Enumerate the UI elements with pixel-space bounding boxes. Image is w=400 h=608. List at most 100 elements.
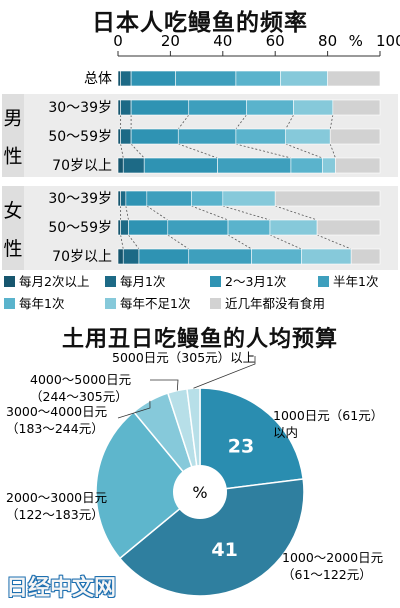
connector-line — [128, 234, 140, 250]
bar-segment — [350, 248, 381, 265]
legend-label: 近几年都没有食用 — [225, 296, 325, 311]
bar-segment — [167, 219, 229, 236]
pie-chart-title: 土用丑日吃鳗鱼的人均预算 — [61, 327, 338, 352]
bar-segment — [146, 190, 192, 207]
legend-label: 每年不足1次 — [120, 296, 190, 311]
legend-label: 每年1次 — [19, 296, 64, 311]
bar-segment — [117, 157, 124, 174]
bar-segment — [130, 128, 179, 145]
bar-segment — [120, 190, 127, 207]
pie-slice — [95, 410, 202, 560]
bar-segment — [227, 219, 271, 236]
bar-segment — [117, 128, 121, 145]
bar-segment — [120, 128, 132, 145]
slice-text-label: 1000日元（61元） — [273, 408, 383, 423]
legend-label: 每月2次以上 — [19, 274, 89, 289]
leader-line — [117, 400, 151, 419]
row-label: 50～59岁 — [48, 129, 112, 145]
connector-line — [146, 205, 169, 221]
x-tick-label: 0 — [113, 32, 123, 50]
legend-label: 每月1次 — [120, 274, 165, 289]
watermark-logo: 日经中文网 — [6, 576, 117, 601]
slice-value-label: 41 — [211, 539, 237, 561]
slice-text-label: 5000日元（305元）以上 — [112, 350, 255, 365]
connector-line — [178, 143, 218, 159]
bar-segment — [290, 157, 323, 174]
bar-segment — [274, 190, 381, 207]
x-tick-label: 60 — [266, 32, 285, 50]
pie-slice — [199, 387, 305, 493]
bar-segment — [122, 157, 145, 174]
leader-line — [150, 379, 179, 391]
legend-label: 半年1次 — [333, 274, 378, 289]
bar-segment — [117, 99, 121, 116]
bar-segment — [130, 70, 176, 87]
connector-line — [235, 143, 292, 159]
connector-line — [177, 114, 190, 130]
legend-swatch — [4, 276, 15, 287]
connector-line — [275, 205, 318, 221]
legend-swatch — [4, 298, 15, 309]
x-tick-label: 20 — [161, 32, 180, 50]
bar-segment — [191, 190, 224, 207]
slice-text-label: 4000～5000日元 — [30, 372, 131, 387]
leader-line — [193, 356, 256, 389]
budget-pie-chart: % 23 41 1000日元（61元） 以内 1000～2000日元 （61～122元） 20… — [6, 350, 383, 597]
group-label-char: 性 — [3, 238, 22, 260]
x-tick-label: 100 — [376, 32, 400, 50]
slice-text-label: 3000～4000日元 — [6, 404, 107, 419]
x-unit-label: % — [349, 32, 363, 50]
pie-center-hole — [173, 465, 227, 519]
bar-segment — [120, 219, 129, 236]
legend-swatch — [210, 298, 221, 309]
slice-text-label: （61～122元） — [282, 567, 372, 582]
pie-slice — [118, 478, 305, 597]
connector-line — [191, 205, 229, 221]
row-label: 50～59岁 — [48, 220, 112, 236]
bar-segment — [327, 70, 381, 87]
slice-text-label: 2000～3000日元 — [6, 490, 107, 505]
bar-segment — [117, 70, 121, 87]
bar-segment — [175, 70, 237, 87]
bar-segment — [188, 99, 247, 116]
row-label: 30～39岁 — [48, 100, 112, 116]
bar-segment — [130, 99, 190, 116]
slice-text-label: （244～305元） — [30, 389, 128, 404]
bar-segment — [246, 99, 294, 116]
group-label-char: 男 — [3, 108, 22, 130]
bar-segment — [117, 219, 121, 236]
group-label-band — [2, 94, 24, 177]
bar-segment — [217, 157, 292, 174]
row-label: 70岁以上 — [52, 158, 112, 174]
connector-line — [235, 114, 247, 130]
row-label: 70岁以上 — [52, 249, 112, 265]
legend-swatch — [318, 276, 329, 287]
legend-swatch — [105, 298, 116, 309]
group-label-char: 女 — [3, 200, 22, 222]
bar-segment — [316, 219, 381, 236]
row-label: 总体 — [84, 71, 112, 87]
pie-center-label: % — [192, 483, 207, 502]
connector-line — [329, 143, 336, 159]
bar-segment — [143, 157, 218, 174]
connector-line — [227, 234, 252, 250]
bar-segment — [293, 99, 334, 116]
slice-value-label: 23 — [228, 435, 254, 457]
bar-segment — [177, 128, 237, 145]
connector-line — [285, 114, 294, 130]
x-tick-label: 40 — [213, 32, 232, 50]
legend-swatch — [105, 276, 116, 287]
connector-line — [222, 205, 271, 221]
bar-segment — [251, 248, 302, 265]
bar-chart-title: 日本人吃鳗鱼的频率 — [92, 10, 308, 36]
bar-segment — [125, 190, 148, 207]
bar-segment — [335, 157, 381, 174]
slice-text-label: 以内 — [273, 425, 298, 440]
connector-line — [285, 143, 323, 159]
bar-segment — [120, 70, 132, 87]
bar-segment — [128, 219, 169, 236]
legend-swatch — [210, 276, 221, 287]
bar-segment — [285, 128, 331, 145]
bar-segment — [117, 190, 121, 207]
legend-label: 2～3月1次 — [225, 274, 286, 289]
